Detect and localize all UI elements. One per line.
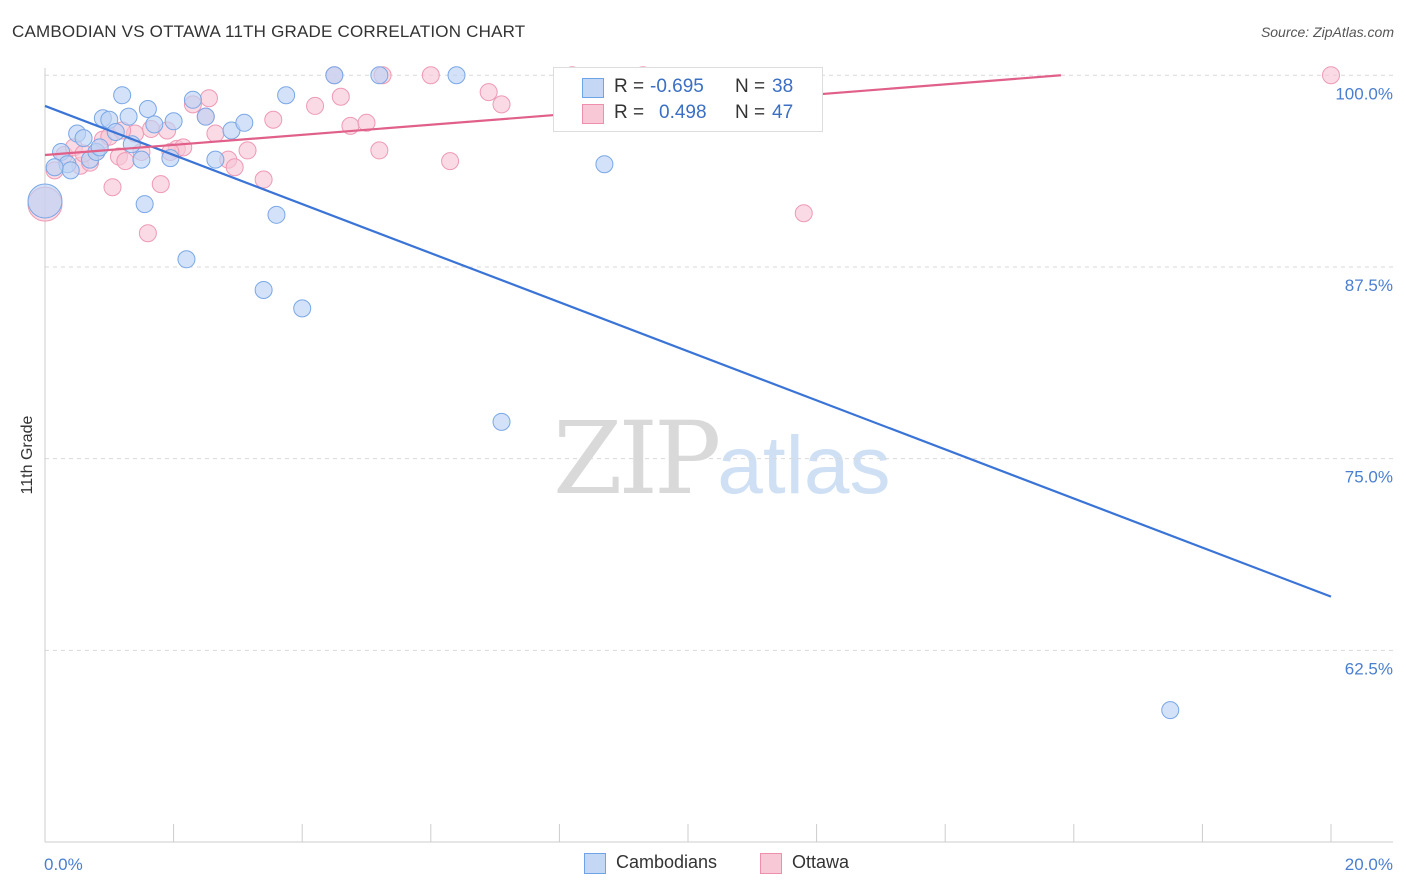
legend-swatch-pink <box>582 104 604 124</box>
cambodian-point <box>145 115 164 134</box>
cambodian-point <box>45 158 64 177</box>
legend-label-cambodians: Cambodians <box>616 852 718 872</box>
legend-r-label: R = <box>614 76 645 97</box>
chart-title: CAMBODIAN VS OTTAWA 11TH GRADE CORRELATI… <box>12 22 526 41</box>
ottawa-point <box>331 87 350 106</box>
ottawa-point <box>441 152 460 171</box>
ottawa-point <box>492 95 511 114</box>
cambodian-point <box>492 412 511 431</box>
y-tick-label: 75.0% <box>1345 468 1393 487</box>
legend-n-label: N = <box>735 102 766 123</box>
x-tick-label: 20.0% <box>1345 855 1393 874</box>
cambodian-point <box>74 129 93 148</box>
ottawa-point <box>206 124 225 143</box>
cambodian-point <box>267 205 286 224</box>
legend-r-label: R = <box>614 102 645 123</box>
tick-labels: 100.0% 87.5% 75.0% 62.5% 0.0% 20.0% <box>44 84 1393 874</box>
ottawa-point <box>151 175 170 194</box>
trend-lines <box>44 74 1332 598</box>
ottawa-point <box>103 178 122 197</box>
ottawa-point <box>1322 66 1340 85</box>
cambodian-points <box>27 66 1180 720</box>
cambodian-point <box>164 112 183 131</box>
cambodian-point <box>595 155 614 174</box>
cambodian-point <box>277 86 296 105</box>
cambodian-point <box>206 150 225 169</box>
cambodian-point <box>370 66 389 85</box>
legend-r-value: -0.695 <box>650 76 704 97</box>
legend-n-value: 47 <box>772 102 794 123</box>
cambodian-point <box>177 250 196 269</box>
x-tick-label: 0.0% <box>44 855 83 874</box>
correlation-legend: R = -0.695 N = 38 R = 0.498 N = 47 <box>553 67 823 132</box>
cambodian-point <box>293 299 312 318</box>
legend-n-label: N = <box>735 76 766 97</box>
ottawa-point <box>264 110 283 129</box>
cambodian-trend-line <box>44 104 1332 598</box>
legend-label-ottawa: Ottawa <box>792 852 850 872</box>
ottawa-point <box>254 170 273 189</box>
cambodian-point <box>132 150 151 169</box>
y-tick-label: 87.5% <box>1345 276 1393 295</box>
cambodian-point <box>61 161 80 180</box>
cambodian-point <box>235 113 254 132</box>
ottawa-point <box>306 96 325 115</box>
ottawa-point <box>116 152 135 171</box>
cambodian-point <box>27 183 63 219</box>
legend-r-value: 0.498 <box>659 102 707 123</box>
ottawa-point <box>479 83 498 102</box>
legend-swatch-blue <box>582 78 604 98</box>
ottawa-point <box>238 141 257 160</box>
cambodian-point <box>90 138 109 157</box>
cambodian-point <box>119 107 138 126</box>
cambodian-point <box>254 280 273 299</box>
ottawa-point <box>370 141 389 160</box>
ottawa-point <box>138 224 157 243</box>
ottawa-point <box>199 89 218 108</box>
ottawa-point <box>225 158 244 177</box>
cambodian-point <box>183 90 202 109</box>
legend-swatch-blue <box>584 853 606 874</box>
legend-n-value: 38 <box>772 76 794 97</box>
ottawa-point <box>794 204 813 223</box>
cambodian-point <box>325 66 344 85</box>
cambodian-point <box>196 107 215 126</box>
ottawa-point <box>421 66 440 85</box>
cambodian-point <box>138 100 157 119</box>
y-tick-label: 62.5% <box>1345 659 1393 678</box>
cambodian-point <box>113 86 132 105</box>
cambodian-point <box>447 66 466 85</box>
ottawa-trend-line <box>44 74 1062 157</box>
legend-swatch-pink <box>760 853 782 874</box>
ottawa-point <box>357 113 376 132</box>
cambodian-point <box>135 195 154 214</box>
y-tick-label: 100.0% <box>1335 84 1393 103</box>
cambodian-point <box>1161 701 1180 720</box>
source-label: Source: ZipAtlas.com <box>1260 24 1394 40</box>
